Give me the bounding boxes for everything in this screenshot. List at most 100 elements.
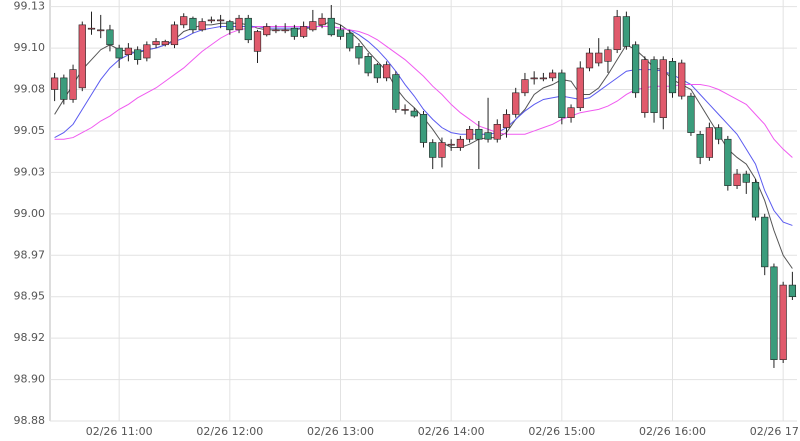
candle-body	[355, 46, 363, 59]
candle-body	[87, 27, 96, 30]
candle-body	[226, 21, 234, 31]
candle-body	[659, 59, 667, 118]
candle-body	[567, 107, 575, 118]
candle-body	[502, 114, 511, 128]
candle-body	[668, 61, 677, 94]
candle-body	[604, 49, 612, 62]
candle-body	[78, 24, 86, 89]
y-tick-label: 98.88	[14, 414, 46, 427]
candle-body	[761, 216, 769, 268]
candle-body	[558, 72, 566, 118]
candle-body	[429, 142, 437, 158]
y-tick-label: 98.92	[14, 331, 46, 344]
candle-body	[235, 17, 243, 31]
candle-body	[576, 67, 584, 109]
candle-body	[180, 16, 188, 26]
x-tick-label: 02/26 17:00	[750, 425, 800, 438]
x-tick-label: 02/26 16:00	[639, 425, 706, 438]
candle-body	[585, 52, 594, 69]
candle-body	[788, 284, 797, 297]
candle-body	[641, 59, 649, 114]
candle-body	[133, 49, 142, 60]
candle-body	[770, 266, 778, 360]
candle-body	[410, 110, 418, 117]
candle-body	[475, 128, 483, 140]
candle-body	[493, 124, 501, 140]
candle-body	[299, 26, 308, 37]
candle-body	[401, 109, 409, 111]
candle-body	[207, 19, 216, 22]
x-tick-label: 02/26 15:00	[528, 425, 595, 438]
candle-body	[419, 114, 428, 143]
candle-body	[382, 64, 391, 79]
candle-body	[447, 143, 455, 146]
candle-body	[336, 29, 345, 37]
y-tick-label: 98.97	[14, 248, 46, 261]
candle-body	[124, 47, 133, 55]
candle-body	[309, 21, 317, 31]
candle-body	[50, 77, 59, 90]
candle-body	[152, 41, 160, 46]
candle-body	[216, 19, 225, 22]
candle-body	[724, 138, 732, 186]
candle-body	[521, 79, 529, 94]
candle-body	[170, 24, 179, 46]
candle-body	[613, 16, 621, 51]
y-tick-label: 99.05	[14, 124, 46, 137]
candle-body	[742, 173, 750, 183]
candle-body	[548, 72, 557, 79]
candle-body	[290, 27, 299, 37]
x-tick-label: 02/26 11:00	[86, 425, 153, 438]
candle-body	[595, 52, 603, 64]
candle-body	[465, 128, 474, 140]
y-tick-label: 99.13	[14, 0, 46, 13]
candle-body	[779, 284, 787, 360]
candle-body	[97, 29, 105, 32]
candle-body	[161, 41, 169, 46]
candle-body	[373, 64, 382, 79]
candle-body	[539, 77, 548, 80]
candle-body	[631, 44, 640, 94]
y-tick-label: 99.10	[14, 41, 46, 54]
x-tick-label: 02/26 12:00	[196, 425, 263, 438]
candle-body	[364, 56, 372, 74]
candle-body	[272, 29, 280, 32]
candle-body	[714, 127, 723, 140]
y-tick-label: 98.95	[14, 290, 46, 303]
candle-body	[281, 29, 289, 32]
candle-body	[244, 17, 252, 41]
candle-body	[530, 77, 538, 80]
candle-body	[622, 16, 631, 47]
candle-body	[115, 47, 123, 59]
candle-body	[253, 31, 262, 52]
candle-body	[263, 26, 271, 36]
candle-body	[60, 77, 68, 100]
candle-body	[733, 173, 741, 186]
candle-body	[69, 69, 77, 100]
y-tick-label: 99.00	[14, 207, 46, 220]
y-tick-label: 99.08	[14, 83, 46, 96]
candle-body	[751, 182, 760, 218]
y-tick-label: 98.90	[14, 373, 46, 386]
candle-body	[687, 95, 695, 133]
x-tick-label: 02/26 14:00	[418, 425, 485, 438]
candle-body	[456, 138, 465, 148]
candle-body	[484, 132, 492, 140]
candle-body	[318, 17, 326, 26]
candle-body	[143, 44, 151, 59]
candle-body	[189, 17, 197, 31]
candle-body	[705, 127, 714, 158]
y-tick-label: 99.03	[14, 165, 46, 178]
candle-body	[327, 17, 335, 36]
candle-body	[392, 74, 400, 110]
candle-body	[438, 142, 446, 158]
candle-body	[696, 133, 704, 158]
candle-body	[512, 92, 520, 115]
candle-body	[198, 21, 206, 31]
candle-body	[346, 32, 354, 49]
x-tick-label: 02/26 13:00	[307, 425, 374, 438]
candle-body	[678, 62, 686, 97]
candle-body	[106, 29, 114, 46]
